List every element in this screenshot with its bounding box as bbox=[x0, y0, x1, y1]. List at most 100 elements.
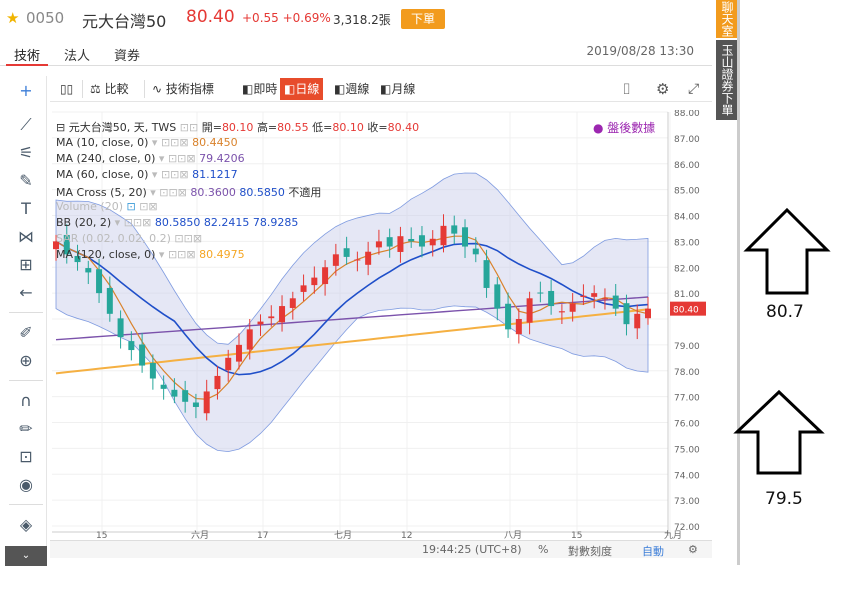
daily-label: 日線 bbox=[295, 82, 320, 96]
candle bbox=[311, 277, 318, 286]
legend-controls-icon[interactable]: ▾ ⊡⊡⊠ bbox=[158, 248, 196, 261]
ma120-line bbox=[55, 308, 649, 375]
quote-datetime: 2019/08/28 13:30 bbox=[586, 44, 694, 58]
auto-scale-toggle[interactable]: 自動 bbox=[642, 545, 664, 558]
candle bbox=[149, 363, 156, 379]
legend-macross: MA Cross (5, 20) ▾ ⊡⊡⊠ 80.3600 80.5850 不… bbox=[56, 184, 321, 200]
chart-canvas[interactable]: 88.00 87.00 86.00 85.00 84.00 83.00 82.00 81.00… bbox=[50, 109, 712, 541]
volume-label: Volume (20) bbox=[56, 200, 123, 213]
candle bbox=[408, 239, 415, 242]
drawing-toolbar: + ⟋ ⚟ ✎ T ⋈ ⊞ ← ✐ ⊕ ∩ ✏ ⊡ ◉ ◈ ⌄ bbox=[5, 76, 47, 566]
up-arrow-upper-annotation bbox=[743, 207, 831, 295]
price-axis-label: 75.00 bbox=[674, 445, 700, 455]
back-arrow-icon[interactable]: ← bbox=[19, 283, 33, 302]
lock-drawing-icon[interactable]: ✏ bbox=[19, 419, 33, 438]
tab-institutional[interactable]: 法人 bbox=[64, 49, 91, 64]
legend-controls-icon[interactable]: ▾ ⊡⊡⊠ bbox=[151, 136, 189, 149]
percent-toggle[interactable]: % bbox=[538, 543, 549, 556]
magnet-icon[interactable]: ∩ bbox=[20, 391, 32, 410]
legend-controls-icon[interactable]: ⊡⊠ bbox=[139, 200, 158, 213]
ma240-value: 79.4206 bbox=[199, 152, 245, 165]
fib-tool-icon[interactable]: ⚟ bbox=[18, 143, 34, 162]
layers-icon[interactable]: ◈ bbox=[19, 515, 33, 534]
daily-button[interactable]: ◧日線 bbox=[280, 78, 324, 100]
legend-controls-icon[interactable]: ⊡⊡ bbox=[179, 121, 199, 134]
candle bbox=[386, 237, 393, 247]
collapse-toolbar-icon[interactable]: ⌄ bbox=[5, 546, 47, 566]
price-change: +0.55 +0.69% bbox=[242, 11, 331, 25]
candle bbox=[300, 285, 307, 292]
crosshair-icon[interactable]: + bbox=[19, 81, 33, 100]
candle-type-icon[interactable]: ▯▯ bbox=[60, 82, 74, 96]
legend-controls-icon[interactable]: ▾ ⊡⊡⊠ bbox=[158, 152, 196, 165]
stock-code: 0050 bbox=[26, 9, 65, 27]
lock-icon[interactable]: ⊡ bbox=[19, 447, 33, 466]
price-axis-label: 73.00 bbox=[674, 497, 700, 507]
log-scale-toggle[interactable]: 對數刻度 bbox=[568, 545, 612, 558]
brush-icon[interactable]: ✎ bbox=[19, 171, 33, 190]
candle bbox=[494, 284, 501, 309]
price-axis-label: 88.00 bbox=[674, 110, 700, 119]
settings-gear-icon[interactable]: ⚙ bbox=[656, 80, 670, 98]
text-tool-icon[interactable]: T bbox=[21, 199, 31, 218]
candle bbox=[268, 316, 275, 319]
indicators-label: 技術指標 bbox=[165, 82, 214, 96]
trendline-icon[interactable]: ⟋ bbox=[20, 115, 32, 134]
legend-controls-icon[interactable]: ▾ ⊡⊡⊠ bbox=[114, 216, 152, 229]
zoom-in-icon[interactable]: ⊕ bbox=[19, 351, 33, 370]
monthly-icon: ◧ bbox=[380, 82, 392, 96]
pattern-tool-icon[interactable]: ⋈ bbox=[18, 227, 34, 246]
broker-order-tab[interactable]: 玉山證券下單 bbox=[716, 40, 738, 120]
favorite-star-icon[interactable]: ★ bbox=[6, 9, 20, 27]
legend-controls-icon[interactable]: ▾ ⊡⊡⊠ bbox=[151, 168, 189, 181]
tab-margin[interactable]: 資券 bbox=[114, 49, 141, 64]
candle bbox=[418, 235, 425, 247]
indicators-button[interactable]: ∿ 技術指標 bbox=[148, 78, 218, 100]
candle bbox=[515, 319, 522, 335]
price-axis-label: 77.00 bbox=[674, 394, 700, 404]
monthly-button[interactable]: ◧月線 bbox=[376, 78, 419, 100]
legend-controls-icon[interactable]: ▾ ⊡⊡⊠ bbox=[150, 186, 187, 199]
legend-toggle-icon[interactable]: ⊡ bbox=[126, 200, 136, 213]
camera-icon[interactable]: ⌷ bbox=[622, 80, 632, 98]
candle bbox=[365, 251, 372, 265]
price-chart[interactable]: 88.00 87.00 86.00 85.00 84.00 83.00 82.00 81.00… bbox=[50, 109, 712, 541]
candle bbox=[322, 267, 329, 285]
price-axis-label: 84.00 bbox=[674, 213, 700, 223]
candle bbox=[526, 298, 533, 323]
candle bbox=[548, 290, 555, 307]
legend-controls-icon[interactable]: ⊡⊡⊠ bbox=[174, 232, 203, 245]
collapse-legend-icon[interactable]: ⊟ bbox=[56, 121, 66, 134]
eye-icon[interactable]: ◉ bbox=[19, 475, 33, 494]
close-label: 收= bbox=[367, 121, 388, 134]
candle bbox=[85, 268, 92, 273]
realtime-button[interactable]: ◧即時 bbox=[238, 78, 281, 100]
ruler-icon[interactable]: ✐ bbox=[19, 323, 33, 342]
candle bbox=[63, 234, 70, 255]
ma240-label: MA (240, close, 0) bbox=[56, 152, 156, 165]
compare-button[interactable]: ⚖ 比較 bbox=[86, 78, 133, 100]
page-scrollbar[interactable] bbox=[737, 0, 740, 565]
realtime-label: 即時 bbox=[253, 82, 278, 96]
bb-value-1: 80.5850 bbox=[154, 216, 201, 229]
toolbar-divider bbox=[9, 312, 43, 313]
order-button[interactable]: 下單 bbox=[401, 9, 445, 29]
ma120-value: 80.4975 bbox=[199, 248, 245, 261]
price-axis-label: 86.00 bbox=[674, 161, 700, 171]
price-axis-label: 87.00 bbox=[674, 135, 700, 145]
scale-settings-icon[interactable]: ⚙ bbox=[688, 543, 698, 556]
chatroom-tab[interactable]: 聊天室 bbox=[716, 0, 738, 38]
legend-volume: Volume (20) ⊡ ⊡⊠ bbox=[56, 200, 158, 213]
candle bbox=[451, 225, 458, 234]
measure-tool-icon[interactable]: ⊞ bbox=[19, 255, 33, 274]
candle bbox=[645, 308, 651, 319]
time-axis-label: 17 bbox=[257, 531, 268, 540]
macross-value-2: 80.5850 bbox=[239, 186, 285, 199]
legend-main: ⊟ 元大台灣50, 天, TWS ⊡⊡ 開=80.10 高=80.55 低=80… bbox=[56, 119, 419, 135]
weekly-button[interactable]: ◧週線 bbox=[330, 78, 373, 100]
fullscreen-icon[interactable]: ⤢ bbox=[688, 81, 700, 97]
after-hours-label[interactable]: ● 盤後數據 bbox=[593, 121, 656, 135]
candle bbox=[343, 248, 350, 257]
tab-technical[interactable]: 技術 bbox=[14, 49, 41, 64]
